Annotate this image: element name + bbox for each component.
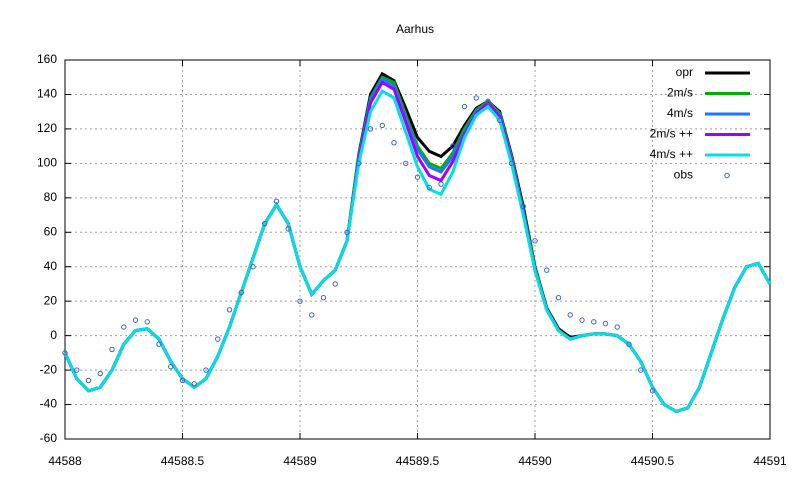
chart-title: Aarhus (396, 22, 434, 36)
obs-point (461, 103, 468, 110)
obs-point (508, 160, 515, 167)
x-tick-label: 44589 (283, 454, 317, 468)
x-tick-label: 44590 (518, 454, 552, 468)
obs-point (215, 336, 221, 342)
legend-label: 4m/s (667, 106, 693, 120)
x-tick-label: 44590.5 (631, 454, 675, 468)
y-tick-label: 120 (37, 121, 57, 135)
obs-point (121, 324, 127, 330)
obs-point (203, 367, 209, 373)
legend-label: opr (676, 65, 693, 79)
obs-point (238, 289, 244, 296)
obs-point (591, 319, 597, 325)
y-tick-label: -40 (40, 397, 58, 411)
obs-point (367, 126, 374, 132)
obs-point (497, 117, 503, 123)
obs-point (638, 367, 644, 373)
obs-point (356, 160, 362, 167)
obs-point (414, 174, 421, 180)
obs-point (544, 267, 550, 273)
obs-point (532, 238, 538, 244)
y-tick-label: -60 (40, 431, 58, 445)
obs-point (602, 320, 609, 327)
obs-point (567, 312, 573, 318)
obs-point (168, 363, 174, 370)
obs-point (473, 95, 479, 101)
y-tick-label: -20 (40, 362, 58, 376)
y-tick-label: 100 (37, 156, 57, 170)
obs-point (626, 341, 632, 347)
obs-point (144, 319, 150, 325)
obs-point (614, 324, 620, 330)
obs-point (262, 220, 268, 227)
obs-point (309, 312, 315, 318)
obs-point (109, 346, 115, 353)
obs-point (332, 281, 338, 287)
obs-point (97, 370, 103, 377)
y-tick-label: 140 (37, 87, 57, 101)
obs-point (649, 388, 656, 394)
obs-point (250, 264, 256, 270)
obs-point (85, 377, 92, 384)
legend-label: 4m/s ++ (650, 147, 693, 161)
x-tick-label: 44589.5 (396, 454, 440, 468)
obs-point (156, 341, 162, 347)
obs-point (379, 122, 385, 129)
obs-point (285, 226, 291, 232)
obs-point (226, 307, 233, 313)
x-tick-label: 44588.5 (161, 454, 205, 468)
obs-point (403, 160, 409, 167)
y-tick-label: 80 (44, 190, 58, 204)
plot-frame (64, 59, 771, 440)
y-tick-label: 0 (50, 328, 57, 342)
y-tick-label: 40 (44, 259, 58, 273)
obs-point (273, 198, 280, 204)
obs-point (555, 295, 562, 301)
obs-point (344, 229, 350, 235)
legend-label: 2m/s (667, 86, 693, 100)
obs-point (450, 143, 456, 149)
obs-point (62, 350, 68, 356)
obs-point (520, 203, 526, 210)
obs-point (320, 295, 327, 301)
obs-point (297, 298, 303, 304)
legend-marker (724, 172, 730, 179)
obs-point (485, 98, 491, 105)
obs-point (191, 381, 197, 387)
obs-point (426, 184, 432, 191)
obs-point (179, 377, 186, 384)
obs-point (579, 317, 585, 323)
obs-point (132, 317, 139, 323)
y-tick-label: 60 (44, 224, 58, 238)
obs-point (74, 367, 80, 373)
legend-label: 2m/s ++ (650, 127, 693, 141)
obs-point (438, 181, 444, 187)
x-tick-label: 44591 (753, 454, 787, 468)
y-tick-label: 20 (44, 293, 58, 307)
y-tick-label: 160 (37, 52, 57, 66)
legend-label: obs (674, 168, 693, 182)
x-tick-label: 44588 (48, 454, 82, 468)
obs-point (391, 139, 397, 146)
